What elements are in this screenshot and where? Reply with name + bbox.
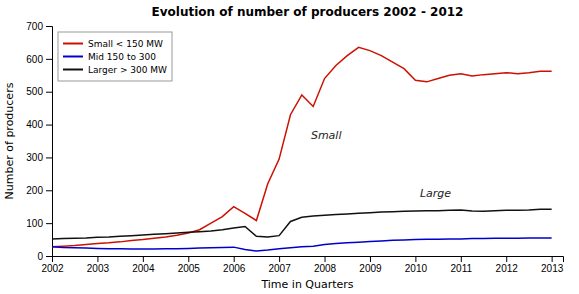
legend-entry: Small < 150 MW [88, 39, 163, 49]
tick-mark [46, 157, 52, 158]
legend-box [58, 32, 172, 81]
line [52, 209, 552, 239]
tick-label: 2007 [268, 263, 291, 274]
tick-mark [234, 256, 235, 262]
title: Evolution of number of producers 2002 - … [152, 5, 464, 19]
tick: 2012 [496, 256, 519, 274]
tick-mark [188, 256, 189, 262]
tick-label: 2006 [223, 263, 246, 274]
tick: 2008 [314, 256, 337, 274]
tick-label: 100 [26, 218, 43, 229]
tick: 2004 [132, 256, 155, 274]
x-axis: 2002 2003 2004 2005 2006 2007 2008 2009 2010 2011… [41, 256, 563, 274]
chart: 2002 2003 2004 2005 2006 2007 2008 2009 2010 2011… [0, 0, 579, 294]
x-axis-title: Time in Quarters [260, 278, 353, 291]
legend-swatch [63, 56, 83, 58]
tick-mark [461, 256, 462, 262]
tick-mark [415, 256, 416, 262]
tick-mark [46, 223, 52, 224]
tick: 2006 [223, 256, 246, 274]
tick-label: 500 [26, 86, 43, 97]
tick: 2003 [87, 256, 110, 274]
axis-line [53, 257, 564, 263]
tick: 0 [37, 251, 52, 262]
tick: 700 [26, 21, 52, 32]
tick-label: 2013 [541, 263, 564, 274]
tick-mark [46, 125, 52, 126]
tick: 100 [26, 218, 52, 229]
tick-mark [46, 256, 52, 257]
tick-mark [46, 92, 52, 93]
tick: 600 [26, 54, 52, 65]
legend-entry: Larger > 300 MW [88, 65, 167, 75]
axis-line [46, 27, 53, 257]
y-axis: 0 100 200 300 400 500 600 700 [26, 21, 52, 262]
tick-label: 2009 [359, 263, 382, 274]
tick: 2010 [405, 256, 428, 274]
tick-mark [552, 256, 553, 262]
tick-label: 2003 [87, 263, 110, 274]
annotation: Large [420, 187, 451, 200]
tick-mark [46, 59, 52, 60]
tick-label: 200 [26, 185, 43, 196]
tick: 2007 [268, 256, 291, 274]
y-axis-title: Number of producers [3, 82, 16, 199]
tick-label: 2005 [178, 263, 201, 274]
tick-label: 300 [26, 152, 43, 163]
tick-label: 2011 [451, 263, 473, 274]
legend-swatch [63, 69, 83, 71]
tick-mark [97, 256, 98, 262]
tick: 2005 [178, 256, 201, 274]
tick-mark [46, 190, 52, 191]
plot: 2002 2003 2004 2005 2006 2007 2008 2009 2010 2011… [26, 21, 563, 274]
legend-swatch [63, 43, 83, 45]
tick-label: 2012 [496, 263, 519, 274]
tick-label: 2008 [314, 263, 337, 274]
tick: 2011 [451, 256, 473, 274]
tick-label: 400 [26, 119, 43, 130]
tick-label: 2004 [132, 263, 155, 274]
tick-label: 0 [37, 251, 43, 262]
tick-mark [370, 256, 371, 262]
tick: 300 [26, 152, 52, 163]
legend-entry: Mid 150 to 300 [88, 52, 156, 62]
tick-mark [143, 256, 144, 262]
tick-mark [325, 256, 326, 262]
tick: 200 [26, 185, 52, 196]
line [52, 238, 552, 251]
tick: 400 [26, 119, 52, 130]
tick-label: 600 [26, 54, 43, 65]
tick-mark [46, 26, 52, 27]
tick: 2009 [359, 256, 382, 274]
tick-mark [506, 256, 507, 262]
tick-label: 700 [26, 21, 43, 32]
annotation: Small [311, 129, 342, 142]
tick-mark [279, 256, 280, 262]
legend: Small < 150 MW Mid 150 to 300 Larger > 300… [58, 32, 172, 81]
tick: 500 [26, 86, 52, 97]
tick-label: 2010 [405, 263, 428, 274]
tick: 2013 [541, 256, 564, 274]
tick-label: 2002 [41, 263, 64, 274]
tick: 2002 [41, 256, 64, 274]
